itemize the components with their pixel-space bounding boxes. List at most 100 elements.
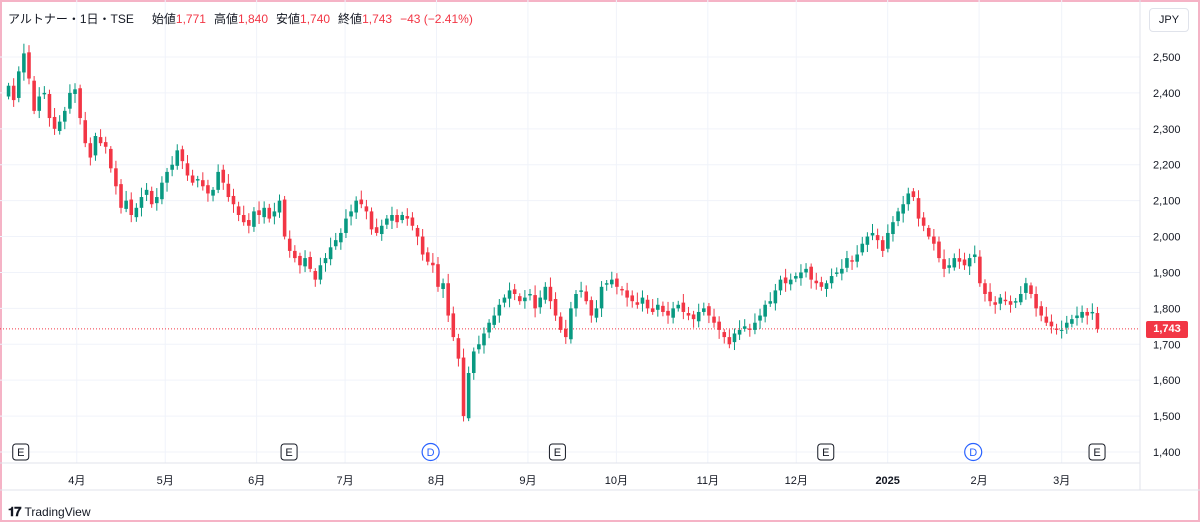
candle[interactable] (988, 283, 992, 307)
candle[interactable] (369, 207, 374, 235)
earnings-marker[interactable]: E (817, 443, 835, 461)
candle[interactable] (906, 187, 911, 211)
candle[interactable] (262, 201, 266, 224)
candle[interactable] (625, 282, 629, 307)
candle[interactable] (1059, 320, 1064, 339)
candle[interactable] (553, 292, 558, 321)
candle[interactable] (129, 192, 134, 223)
candle[interactable] (926, 225, 931, 240)
candle[interactable] (584, 285, 589, 305)
candle[interactable] (68, 84, 72, 114)
candle[interactable] (477, 335, 481, 354)
candle[interactable] (783, 268, 788, 292)
candle[interactable] (717, 316, 721, 339)
candle[interactable] (563, 319, 568, 344)
candle[interactable] (502, 294, 507, 308)
candle[interactable] (236, 201, 241, 222)
candle[interactable] (993, 296, 997, 314)
candle[interactable] (456, 333, 461, 367)
candle[interactable] (829, 268, 834, 289)
candle[interactable] (52, 107, 57, 135)
candle[interactable] (533, 285, 537, 318)
candle[interactable] (615, 273, 619, 295)
candle[interactable] (57, 115, 62, 135)
candle[interactable] (1085, 308, 1090, 325)
candle[interactable] (742, 319, 747, 332)
candle[interactable] (891, 216, 895, 242)
candle[interactable] (374, 218, 379, 236)
candle[interactable] (512, 283, 517, 301)
candle[interactable] (109, 146, 113, 173)
candle[interactable] (160, 176, 164, 205)
candle[interactable] (139, 187, 144, 217)
candle[interactable] (962, 252, 967, 270)
candle[interactable] (42, 86, 47, 100)
candle[interactable] (737, 320, 742, 340)
candle[interactable] (231, 188, 236, 213)
candle[interactable] (267, 203, 272, 223)
candle[interactable] (650, 299, 655, 315)
candle[interactable] (753, 313, 757, 335)
candle[interactable] (712, 308, 716, 328)
candle[interactable] (1049, 314, 1054, 334)
candle[interactable] (702, 302, 706, 316)
candle[interactable] (758, 308, 762, 329)
candle[interactable] (308, 251, 312, 273)
candle[interactable] (170, 156, 174, 177)
candle[interactable] (487, 319, 491, 339)
candle[interactable] (937, 236, 941, 263)
candle[interactable] (482, 327, 486, 354)
candle[interactable] (190, 169, 195, 186)
candle[interactable] (124, 190, 128, 213)
candle[interactable] (666, 301, 670, 324)
candle[interactable] (1095, 306, 1100, 333)
symbol-label[interactable]: アルトナー・1日・TSE (8, 12, 134, 26)
candle[interactable] (364, 199, 369, 220)
candle[interactable] (620, 286, 624, 296)
candle[interactable] (579, 281, 583, 298)
earnings-marker[interactable]: E (280, 443, 298, 461)
candle[interactable] (344, 209, 348, 238)
candle[interactable] (349, 204, 353, 226)
candle[interactable] (155, 188, 159, 211)
candle[interactable] (201, 172, 205, 191)
candle[interactable] (998, 294, 1003, 311)
candle[interactable] (978, 250, 982, 287)
candle[interactable] (778, 275, 783, 296)
candle[interactable] (865, 232, 870, 252)
candle[interactable] (819, 276, 824, 291)
candle[interactable] (732, 328, 737, 351)
candle[interactable] (175, 144, 180, 170)
candle[interactable] (983, 279, 987, 302)
candle[interactable] (528, 288, 532, 301)
candle[interactable] (88, 137, 93, 166)
candle[interactable] (410, 212, 415, 231)
candle[interactable] (78, 84, 82, 125)
candle[interactable] (98, 129, 103, 147)
dividend-marker[interactable]: D (964, 442, 983, 462)
candle[interactable] (83, 111, 88, 148)
candle[interactable] (707, 302, 711, 324)
candle[interactable] (630, 290, 635, 308)
candle[interactable] (947, 258, 951, 274)
candle[interactable] (911, 188, 916, 201)
candle[interactable] (451, 306, 456, 342)
candle[interactable] (379, 219, 384, 241)
candle[interactable] (901, 195, 905, 223)
candle[interactable] (773, 283, 778, 311)
candle[interactable] (799, 264, 803, 286)
candle[interactable] (328, 237, 333, 266)
candle[interactable] (272, 202, 277, 225)
candle[interactable] (589, 296, 594, 323)
candle[interactable] (921, 212, 926, 232)
candle[interactable] (967, 253, 972, 275)
candle[interactable] (247, 213, 251, 234)
candle[interactable] (149, 186, 154, 208)
candle[interactable] (420, 229, 425, 261)
candle[interactable] (1039, 301, 1043, 322)
candle[interactable] (1024, 277, 1028, 300)
candle[interactable] (1013, 297, 1018, 309)
candle[interactable] (6, 82, 11, 100)
candle[interactable] (517, 293, 522, 305)
candle[interactable] (727, 329, 732, 349)
